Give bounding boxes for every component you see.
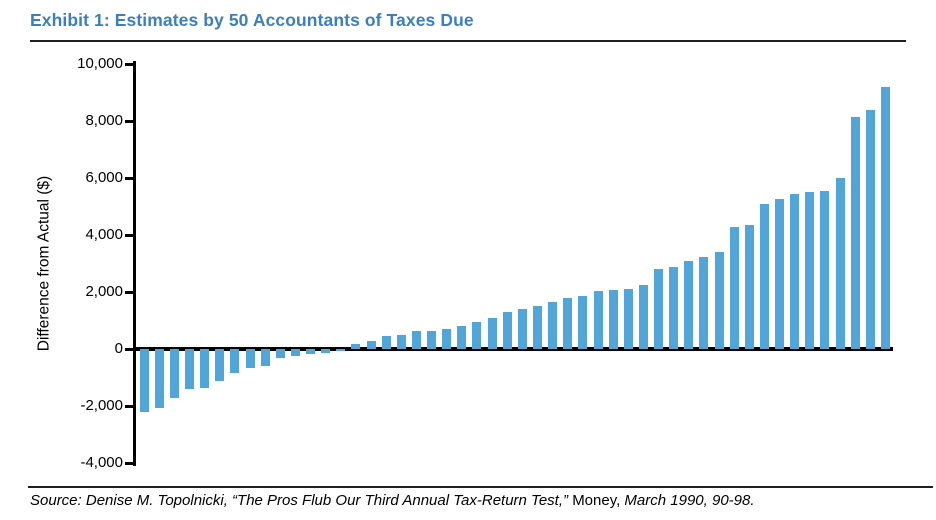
bar-accountant-17 <box>381 336 391 350</box>
bar-accountant-33 <box>623 289 633 350</box>
source-citation: Source: Denise M. Topolnicki, “The Pros … <box>30 492 755 509</box>
bar-accountant-18 <box>396 334 406 350</box>
y-tick-label: 4,000 <box>85 226 123 244</box>
bar-accountant-15 <box>351 343 361 350</box>
bar-accountant-35 <box>654 269 664 350</box>
source-text-suffix: March 1990, 90-98. <box>620 492 755 509</box>
bar-accountant-26 <box>517 309 527 350</box>
y-tick-label: 2,000 <box>85 283 123 301</box>
bar-accountant-43 <box>775 199 785 350</box>
bar-accountant-19 <box>411 330 421 350</box>
y-tick-mark <box>125 404 135 408</box>
bar-accountant-8 <box>245 349 255 368</box>
bar-accountant-47 <box>835 178 845 350</box>
bar-accountant-29 <box>563 297 573 350</box>
source-journal-name: Money, <box>572 492 621 509</box>
bar-accountant-1 <box>139 349 149 412</box>
title-divider <box>30 40 906 42</box>
bar-accountant-12 <box>306 349 316 355</box>
y-tick-label: 10,000 <box>77 55 123 72</box>
y-axis-line <box>133 61 136 466</box>
y-tick-mark <box>125 119 135 123</box>
bar-accountant-36 <box>669 266 679 350</box>
y-tick-label: 6,000 <box>85 169 123 187</box>
bar-accountant-49 <box>865 109 875 350</box>
y-tick-mark <box>125 347 135 351</box>
y-axis-label: Difference from Actual ($) <box>35 175 53 352</box>
bar-accountant-40 <box>729 226 739 350</box>
bar-accountant-30 <box>578 295 588 350</box>
bar-accountant-34 <box>638 285 648 350</box>
y-tick-mark <box>125 176 135 180</box>
bar-accountant-21 <box>442 329 452 350</box>
bar-accountant-32 <box>608 290 618 350</box>
bar-accountant-38 <box>699 256 709 350</box>
bar-accountant-2 <box>154 349 164 408</box>
bar-accountant-39 <box>714 252 724 350</box>
bar-accountant-4 <box>184 349 194 390</box>
bar-accountant-31 <box>593 290 603 350</box>
bar-accountant-45 <box>805 192 815 350</box>
y-tick-label: -4,000 <box>80 454 123 472</box>
source-text-prefix: Source: Denise M. Topolnicki, “The Pros … <box>30 492 573 509</box>
bar-accountant-10 <box>275 349 285 358</box>
bar-accountant-22 <box>457 325 467 350</box>
bar-accountant-7 <box>230 349 240 374</box>
bar-accountant-24 <box>487 317 497 350</box>
bar-accountant-44 <box>790 193 800 350</box>
bar-accountant-23 <box>472 322 482 350</box>
bar-accountant-50 <box>880 86 890 350</box>
bar-accountant-9 <box>260 349 270 367</box>
bar-accountant-42 <box>759 203 769 350</box>
bar-accountant-25 <box>502 312 512 350</box>
y-tick-label: -2,000 <box>80 397 123 415</box>
bar-accountant-16 <box>366 340 376 350</box>
y-tick-mark <box>125 62 135 66</box>
bar-accountant-20 <box>427 330 437 350</box>
bar-accountant-11 <box>290 349 300 357</box>
bar-accountant-28 <box>548 302 558 350</box>
bar-accountant-6 <box>215 349 225 381</box>
bar-accountant-37 <box>684 260 694 350</box>
footer-divider <box>28 486 933 488</box>
bar-accountant-48 <box>850 116 860 350</box>
y-tick-mark <box>125 290 135 294</box>
zero-baseline <box>133 347 893 351</box>
bar-accountant-5 <box>200 349 210 388</box>
page-title: Exhibit 1: Estimates by 50 Accountants o… <box>30 10 474 30</box>
bar-accountant-27 <box>532 306 542 350</box>
y-tick-label: 0 <box>114 340 123 358</box>
bar-accountant-14 <box>336 349 346 351</box>
y-tick-mark <box>125 461 135 465</box>
bar-accountant-46 <box>820 190 830 350</box>
bar-accountant-41 <box>744 225 754 350</box>
y-tick-mark <box>125 233 135 237</box>
y-tick-label: 8,000 <box>85 112 123 130</box>
bar-accountant-13 <box>321 349 331 353</box>
bar-accountant-3 <box>169 349 179 398</box>
